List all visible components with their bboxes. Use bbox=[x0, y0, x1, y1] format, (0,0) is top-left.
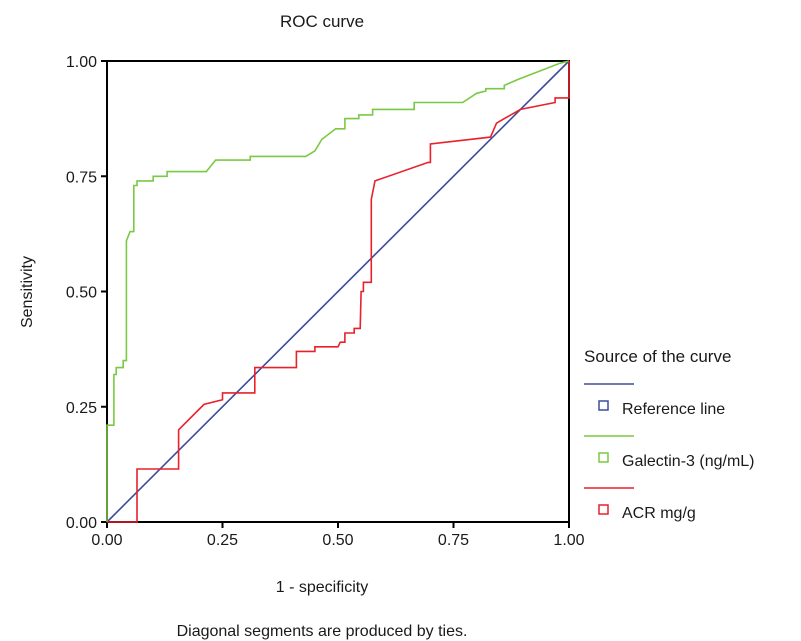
legend-label: Reference line bbox=[622, 401, 725, 418]
legend-marker bbox=[598, 504, 609, 515]
legend-label: ACR mg/g bbox=[622, 505, 696, 522]
x-tick-label: 0.50 bbox=[322, 532, 353, 549]
y-tick-label: 1.00 bbox=[66, 54, 97, 71]
series-line-galectin-3-ng-ml bbox=[106, 60, 570, 522]
series-line-acr-mg-g bbox=[107, 61, 570, 523]
legend-marker bbox=[598, 400, 609, 411]
legend: Source of the curve Reference line Galect… bbox=[584, 347, 755, 522]
x-tick-label: 1.00 bbox=[553, 532, 584, 549]
chart-footnote: Diagonal segments are produced by ties. bbox=[177, 623, 468, 640]
y-tick-label: 0.50 bbox=[66, 285, 97, 302]
y-axis-label: Sensitivity bbox=[19, 256, 36, 328]
legend-title: Source of the curve bbox=[584, 347, 731, 366]
x-tick-label: 0.00 bbox=[91, 532, 122, 549]
series-layer bbox=[106, 60, 570, 523]
x-tick-label: 0.25 bbox=[207, 532, 238, 549]
y-tick-label: 0.00 bbox=[66, 515, 97, 532]
x-tick-label: 0.75 bbox=[438, 532, 469, 549]
y-tick-label: 0.75 bbox=[66, 169, 97, 186]
series-line-reference-line bbox=[106, 60, 570, 523]
x-axis-label: 1 - specificity bbox=[276, 579, 368, 596]
legend-label: Galectin-3 (ng/mL) bbox=[622, 453, 755, 470]
legend-marker bbox=[598, 452, 609, 463]
axis-ticks: 0.00 0.25 0.50 0.75 1.00 0.00 0.25 0.50 0.75 1.00 bbox=[66, 54, 585, 549]
y-tick-label: 0.25 bbox=[66, 400, 97, 417]
chart-title: ROC curve bbox=[280, 12, 364, 31]
